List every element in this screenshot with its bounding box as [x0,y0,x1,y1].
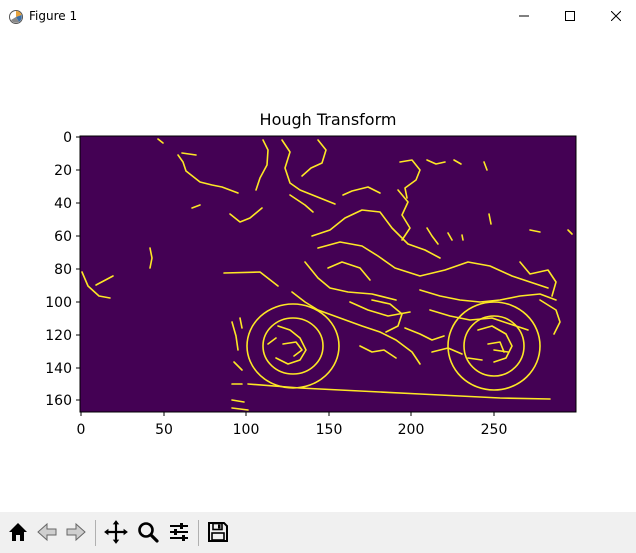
x-tick-label: 100 [233,422,260,438]
axes[interactable]: 0 50 100 150 200 250 0 20 40 60 80 100 1… [0,0,636,512]
configure-subplots-button[interactable] [165,518,193,546]
maximize-icon [565,11,575,21]
toolbar-separator [95,520,96,546]
minimize-icon [519,15,529,17]
y-tick-label: 20 [54,163,72,179]
axes-frame [79,135,577,413]
x-tick-label: 150 [316,422,343,438]
home-button[interactable] [4,518,32,546]
y-tick-label: 0 [63,130,72,146]
minimize-button[interactable] [501,0,547,32]
navigation-toolbar [0,512,636,553]
x-tick-label: 250 [481,422,508,438]
close-button[interactable] [593,0,636,32]
window-title: Figure 1 [29,9,78,23]
zoom-magnifier-icon [138,522,159,543]
y-tick-label: 140 [45,361,72,377]
back-button[interactable] [33,518,61,546]
tick-marks [76,136,495,416]
y-tick-label: 120 [45,328,72,344]
y-tick-label: 100 [45,295,72,311]
save-button[interactable] [204,518,232,546]
save-disk-icon [208,522,228,542]
image-background [80,136,576,412]
y-tick-label: 80 [54,262,72,278]
x-tick-label: 50 [155,422,173,438]
window-titlebar: Figure 1 [0,0,636,32]
home-icon [9,523,27,541]
edge-map [81,138,573,411]
toolbar-separator [198,520,199,546]
maximize-button[interactable] [547,0,593,32]
x-tick-label: 0 [77,422,86,438]
y-tick-label: 40 [54,196,72,212]
y-tick-label: 60 [54,229,72,245]
sliders-icon [170,523,188,541]
forward-button[interactable] [62,518,90,546]
plot-title: Hough Transform [259,110,397,129]
x-tick-label: 200 [398,422,425,438]
zoom-button[interactable] [134,518,162,546]
pan-move-icon [104,520,128,544]
matplotlib-figure-icon [9,10,23,24]
pan-button[interactable] [102,518,130,546]
y-tick-label: 160 [45,393,72,409]
back-arrow-icon [37,522,57,542]
close-icon [611,11,621,21]
forward-arrow-icon [66,522,86,542]
